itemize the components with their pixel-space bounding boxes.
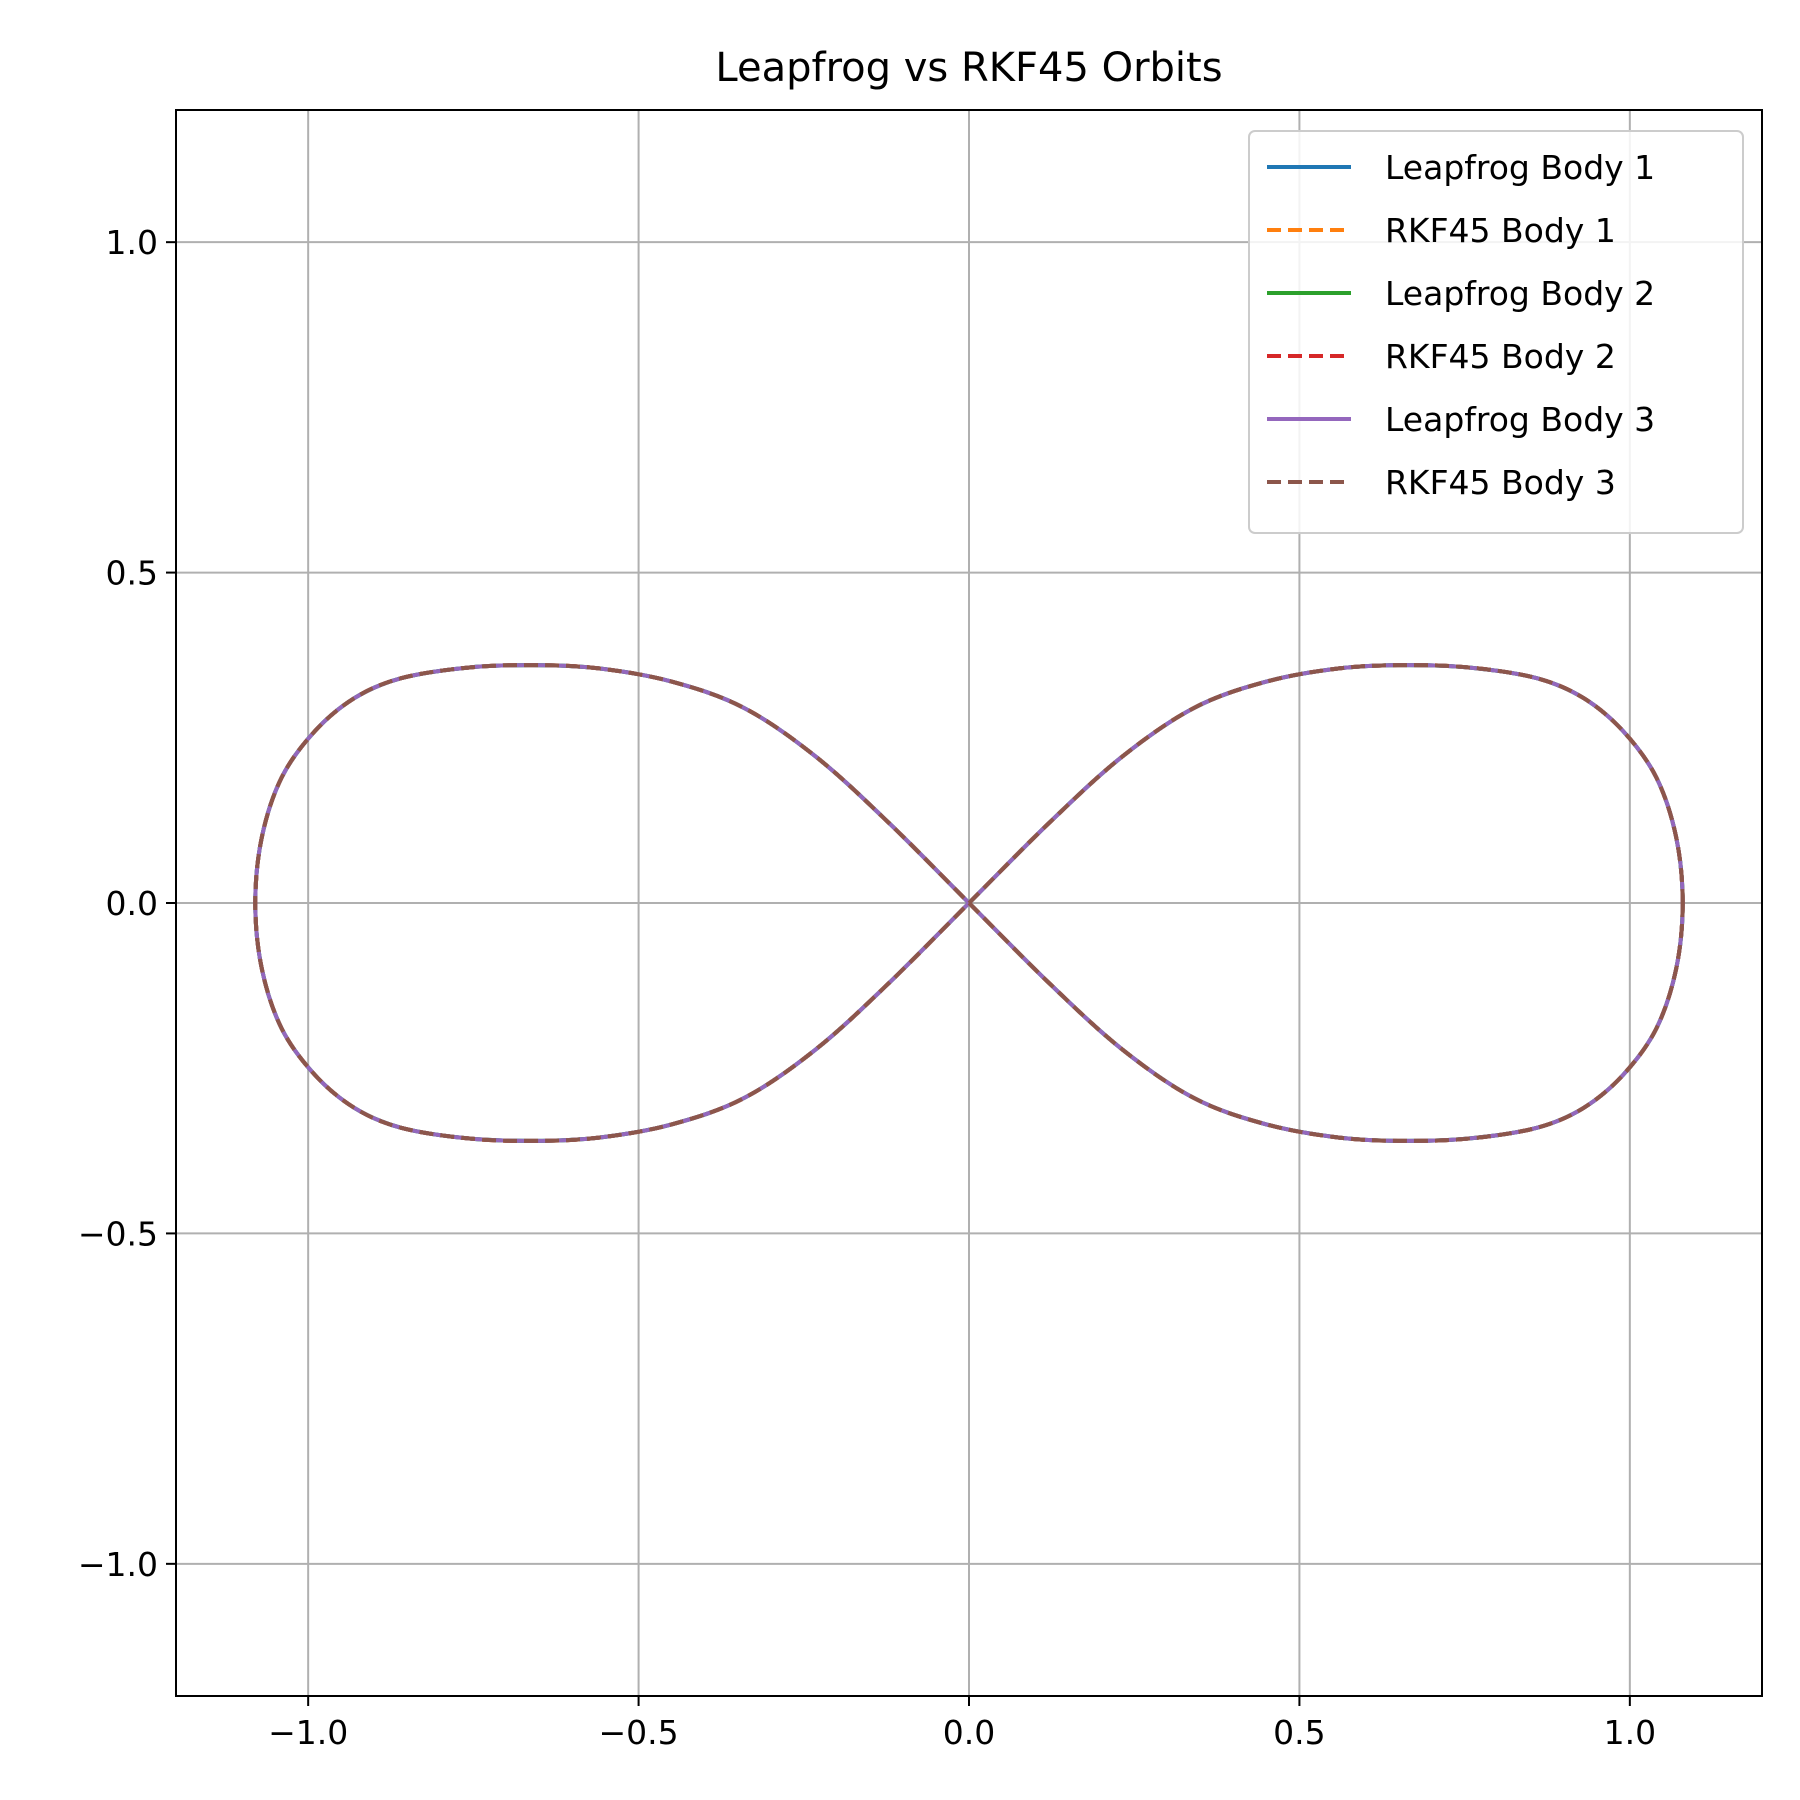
tick-layer: −1.0 −0.5 0.0 0.5 1.0 −1.0 −0.5 0.0 0.5 1.0 [78,223,1656,1752]
legend-label-1: Leapfrog Body 1 [1385,148,1655,187]
y-tick-label: −0.5 [78,1214,158,1253]
series-line-6 [253,663,1685,1143]
x-tick-label: 0.0 [943,1713,995,1752]
x-tick-label: −0.5 [599,1713,679,1752]
legend-label-4: RKF45 Body 2 [1385,337,1616,376]
legend-box [1248,130,1744,534]
y-tick-label: 0.5 [106,554,158,593]
chart-title: Leapfrog vs RKF45 Orbits [715,45,1222,91]
legend-label-6: RKF45 Body 3 [1385,463,1616,502]
y-tick-label: 1.0 [106,223,158,262]
legend-label-5: Leapfrog Body 3 [1385,400,1655,439]
y-tick-label: −1.0 [78,1545,158,1584]
x-tick-label: 0.5 [1273,1713,1325,1752]
legend-label-3: Leapfrog Body 2 [1385,274,1655,313]
curve-layer [253,663,1685,1143]
y-tick-label: 0.0 [106,884,158,923]
x-tick-label: −1.0 [268,1713,348,1752]
x-tick-label: 1.0 [1604,1713,1656,1752]
legend-label-2: RKF45 Body 1 [1385,211,1616,250]
legend: Leapfrog Body 1 RKF45 Body 1 Leapfrog Body… [1248,130,1744,534]
